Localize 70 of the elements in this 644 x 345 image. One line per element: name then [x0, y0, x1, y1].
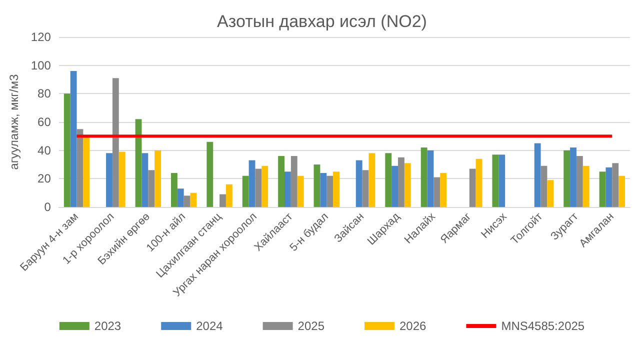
bar: [170, 173, 178, 207]
y-tick-label: 120: [30, 30, 52, 44]
bar: [314, 164, 320, 207]
y-tick-label: 20: [38, 172, 52, 186]
bar: [255, 168, 262, 207]
bar: [226, 184, 232, 207]
bar: [362, 170, 369, 207]
bar: [184, 196, 190, 207]
bar: [262, 166, 268, 207]
bar: [142, 153, 148, 207]
bar: [492, 154, 499, 207]
bar: [420, 148, 428, 207]
bar: [206, 142, 214, 207]
bar: [606, 167, 612, 207]
chart-title: Азотын давхар исэл (NO2): [217, 12, 427, 31]
bar: [440, 173, 447, 207]
bar: [220, 194, 226, 207]
bar: [618, 176, 626, 207]
y-axis-title: агууламж, мкг/м3: [7, 74, 21, 170]
y-tick-label: 80: [38, 86, 52, 101]
bar: [154, 150, 161, 207]
y-tick-label: 100: [30, 58, 52, 72]
bar: [333, 172, 340, 207]
bar: [498, 154, 506, 207]
bar: [612, 163, 619, 207]
bar: [290, 156, 298, 207]
bar: [83, 136, 90, 207]
bar: [582, 166, 590, 207]
bar: [64, 94, 70, 207]
bar: [320, 173, 327, 207]
bar: [106, 153, 112, 207]
bar: [356, 160, 362, 207]
bar: [404, 163, 411, 207]
bar: [148, 170, 155, 207]
legend-label: 2026: [400, 319, 427, 333]
bar: [112, 78, 119, 207]
legend-label: 2024: [196, 319, 224, 333]
y-tick-label: 0: [44, 200, 52, 214]
bar: [398, 157, 404, 207]
bar: [242, 176, 249, 207]
legend-label: 2025: [298, 319, 325, 333]
bar: [118, 152, 126, 207]
bar: [76, 129, 84, 207]
bar: [385, 153, 392, 207]
bar: [248, 160, 256, 207]
bar: [540, 166, 548, 207]
bar: [564, 150, 570, 207]
bar: [177, 188, 184, 207]
y-tick-label: 60: [38, 115, 52, 129]
bar: [434, 177, 440, 207]
legend-label: MNS4585:2025: [501, 319, 585, 333]
bar: [135, 119, 142, 207]
legend-label: 2023: [94, 319, 122, 333]
bar: [326, 176, 334, 207]
bar: [392, 166, 398, 207]
bar: [190, 192, 197, 207]
bar: [476, 158, 482, 207]
bar: [284, 172, 291, 207]
bar: [70, 71, 77, 207]
bar: [599, 172, 606, 207]
bar: [534, 143, 541, 207]
bar: [427, 150, 434, 207]
bar: [297, 176, 304, 207]
bar: [547, 180, 554, 207]
bar: [469, 168, 476, 207]
y-tick-label: 40: [38, 143, 52, 158]
bar: [368, 153, 376, 207]
bar: [576, 156, 583, 207]
bar: [278, 156, 284, 207]
bar: [570, 148, 576, 207]
